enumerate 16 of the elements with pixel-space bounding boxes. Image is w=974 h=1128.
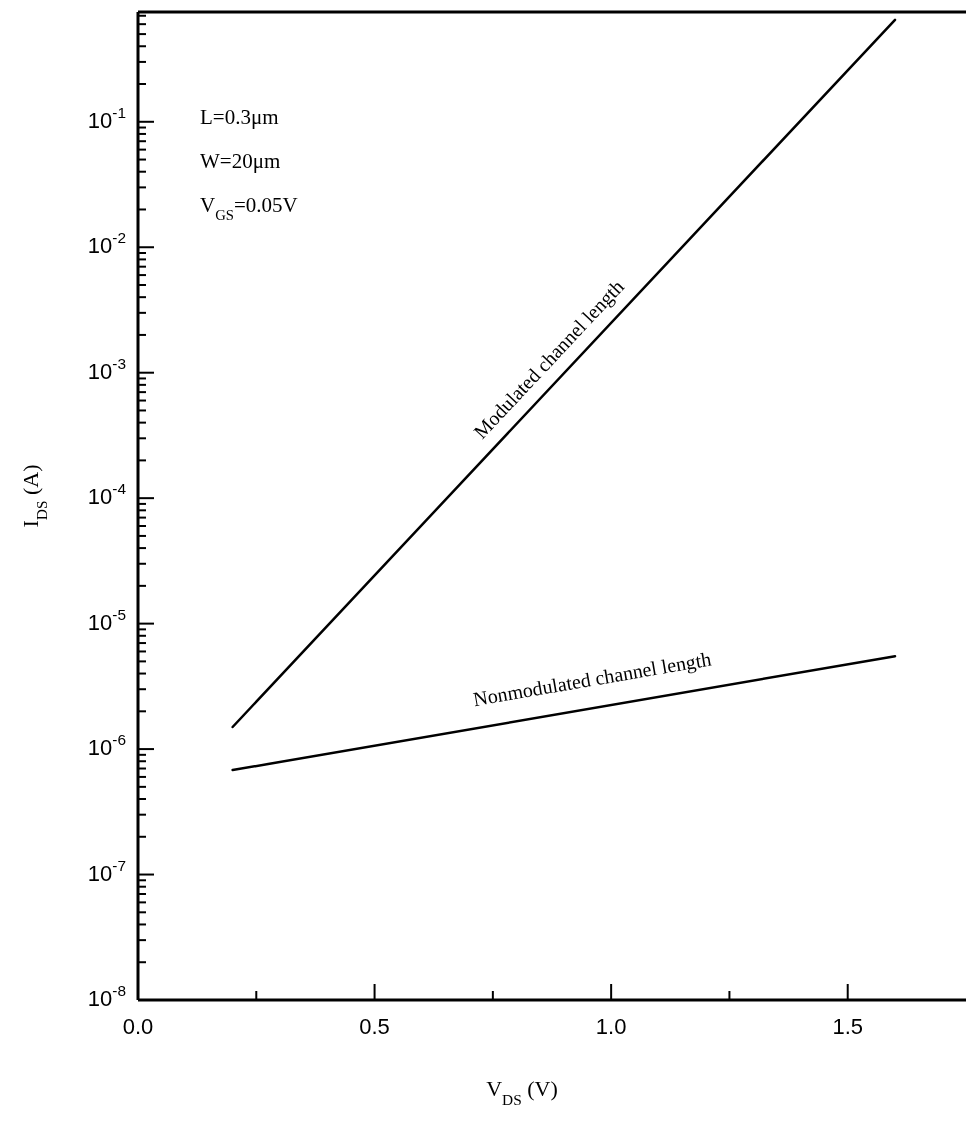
y-tick-label: 10$^{-2}$: [87, 228, 126, 259]
x-axis-title: V$_{DS}$ (V): [486, 1076, 558, 1108]
x-tick-label: 0.5: [359, 1014, 390, 1039]
annotation: V$_{GS}$=0.05V: [200, 193, 298, 223]
y-tick-label: 10$^{-6}$: [87, 730, 126, 760]
y-tick-label: 10$^{-8}$: [87, 981, 126, 1011]
y-tick-label: 10$^{-5}$: [87, 605, 126, 635]
x-tick-label: 1.5: [832, 1014, 864, 1039]
y-tick-label: 10$^{-3}$: [87, 354, 126, 384]
y-tick-label: 10$^{-7}$: [87, 856, 126, 886]
x-tick-label: 1.0: [595, 1014, 627, 1039]
annotation: W=20μm: [200, 149, 281, 173]
y-tick-label: 10$^{-4}$: [87, 479, 127, 509]
annotation: L=0.3μm: [200, 105, 279, 129]
y-tick-label: 10$^{-1}$: [87, 103, 126, 133]
x-tick-label: 0.0: [122, 1014, 154, 1039]
